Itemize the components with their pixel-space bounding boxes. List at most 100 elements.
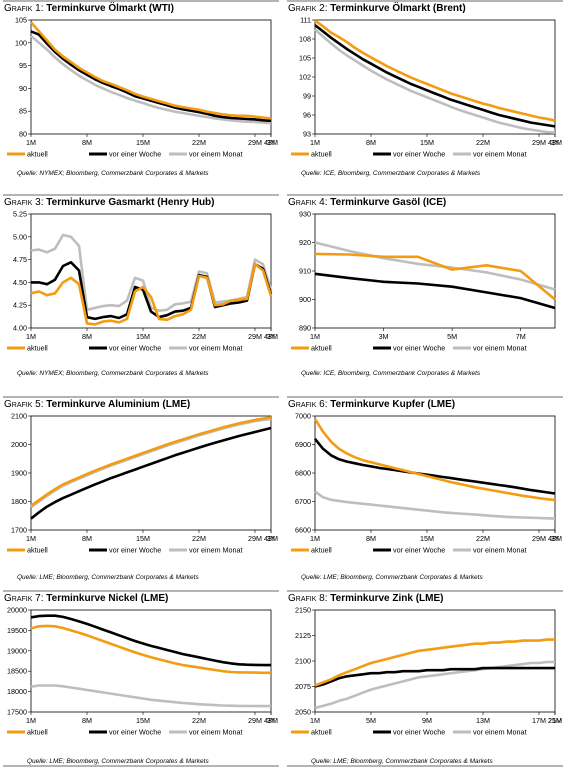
- y-tick-label: 19500: [7, 626, 27, 635]
- y-tick-label: 19000: [7, 646, 27, 655]
- legend-label-woche: vor einer Woche: [109, 728, 161, 737]
- y-tick-label: 95: [19, 61, 27, 70]
- plot-frame: [314, 415, 556, 531]
- series-line-monat: [30, 684, 271, 708]
- y-tick-label: 4.25: [13, 301, 27, 310]
- x-tick-label: 22M: [192, 716, 206, 725]
- series-line-woche: [30, 426, 272, 520]
- x-tick-label: 15M: [136, 534, 150, 543]
- x-tick-label: 43M: [264, 332, 278, 341]
- x-tick-label: 3Y: [551, 534, 560, 543]
- chart-title-4: Grafik 4: Terminkurve Gasöl (ICE): [287, 194, 563, 208]
- legend-label-aktuell: aktuell: [27, 546, 48, 555]
- x-tick-label: 15M: [136, 138, 150, 147]
- series-line-woche: [314, 24, 556, 128]
- series-line-monat: [314, 241, 556, 291]
- source-note-3: Quelle: NYMEX; Bloomberg, Commerzbank Co…: [17, 370, 209, 377]
- x-tick-label: 29M: [248, 534, 262, 543]
- series-line-woche: [313, 437, 556, 495]
- chart-title-6: Grafik 6: Terminkurve Kupfer (LME): [287, 396, 563, 410]
- legend-label-aktuell: aktuell: [27, 150, 48, 159]
- y-tick-label: 910: [299, 267, 311, 276]
- y-tick-label: 2125: [295, 631, 311, 640]
- x-tick-label: 9M: [422, 716, 432, 725]
- x-tick-label: 3Y: [267, 138, 276, 147]
- y-tick-label: 80: [19, 130, 27, 139]
- source-note-5: Quelle: LME; Bloomberg, Commerzbank Corp…: [17, 574, 199, 581]
- y-tick-label: 6600: [295, 526, 311, 535]
- x-tick-label: 1M: [310, 534, 320, 543]
- x-tick-label: 1M: [310, 138, 320, 147]
- chart-title-1: Grafik 1: Terminkurve Ölmarkt (WTI): [3, 0, 279, 14]
- x-tick-label: 29M: [532, 534, 546, 543]
- x-tick-label: 25M: [548, 716, 562, 725]
- y-tick-label: 1700: [11, 526, 27, 535]
- y-tick-label: 920: [299, 238, 311, 247]
- series-line-aktuell: [313, 418, 556, 502]
- legend-label-woche: vor einer Woche: [393, 150, 445, 159]
- x-tick-label: 15M: [136, 332, 150, 341]
- series-line-monat: [314, 28, 556, 134]
- plot-frame: [314, 19, 556, 135]
- chart-title-5: Grafik 5: Terminkurve Aluminium (LME): [3, 396, 279, 410]
- legend-label-woche: vor einer Woche: [109, 150, 161, 159]
- source-note-4: Quelle: ICE, Bloomberg, Commerzbank Corp…: [301, 370, 481, 377]
- y-tick-label: 900: [299, 295, 311, 304]
- x-tick-label: 29M: [248, 716, 262, 725]
- y-tick-label: 5.25: [13, 210, 27, 219]
- legend-label-woche: vor einer Woche: [109, 546, 161, 555]
- x-tick-label: 22M: [192, 332, 206, 341]
- chart-title-2: Grafik 2: Terminkurve Ölmarkt (Brent): [287, 0, 563, 14]
- x-tick-label: 8M: [366, 534, 376, 543]
- chart-7: 17500 18000 18500 19000 19500 20000 1M 8M 15M 22M…: [7, 606, 278, 737]
- x-tick-label: 1M: [26, 138, 36, 147]
- legend-label-monat: vor einem Monat: [189, 344, 243, 353]
- y-tick-label: 2075: [295, 682, 311, 691]
- bottom-rule-left: [3, 765, 279, 767]
- plot-frame: [30, 19, 272, 135]
- series-line-woche: [314, 666, 555, 688]
- legend-label-aktuell: aktuell: [311, 546, 332, 555]
- x-tick-label: 8M: [82, 332, 92, 341]
- x-tick-label: 1M: [310, 332, 320, 341]
- y-tick-label: 99: [303, 92, 311, 101]
- legend-label-woche: vor einer Woche: [393, 728, 445, 737]
- x-tick-label: 1M: [26, 534, 36, 543]
- chart-title-7: Grafik 7: Terminkurve Nickel (LME): [3, 590, 279, 604]
- source-note-2: Quelle: ICE, Bloomberg, Commerzbank Corp…: [301, 170, 481, 177]
- y-tick-label: 90: [19, 84, 27, 93]
- y-tick-label: 7000: [295, 412, 311, 421]
- x-tick-label: 7M: [516, 332, 526, 341]
- y-tick-label: 6700: [295, 497, 311, 506]
- y-tick-label: 100: [15, 38, 27, 47]
- y-tick-label: 1900: [11, 469, 27, 478]
- legend-label-aktuell: aktuell: [311, 344, 332, 353]
- x-tick-label: 29M: [532, 138, 546, 147]
- x-tick-label: 13M: [476, 716, 490, 725]
- x-tick-label: 43M: [548, 534, 562, 543]
- y-tick-label: 18000: [7, 687, 27, 696]
- x-tick-label: 15M: [420, 534, 434, 543]
- x-tick-label: 3M: [379, 332, 389, 341]
- legend-label-monat: vor einem Monat: [473, 728, 527, 737]
- chart-3: 4.00 4.25 4.50 4.75 5.00 5.25 1M 8M 15M 22M 29M 3Y4…: [7, 210, 278, 353]
- x-tick-label: 15M: [420, 138, 434, 147]
- legend-label-monat: vor einem Monat: [189, 546, 243, 555]
- source-note-7: Quelle: LME; Bloomberg, Commerzbank Corp…: [27, 758, 209, 765]
- series-line-aktuell: [314, 638, 555, 687]
- legend-label-woche: vor einer Woche: [109, 344, 161, 353]
- y-tick-label: 20000: [7, 606, 27, 615]
- x-tick-label: 22M: [476, 138, 490, 147]
- source-note-1: Quelle: NYMEX; Bloomberg, Commerzbank Co…: [17, 170, 209, 177]
- y-tick-label: 2100: [11, 412, 27, 421]
- legend-label-aktuell: aktuell: [27, 344, 48, 353]
- y-tick-label: 102: [299, 73, 311, 82]
- x-tick-label: 1M: [310, 716, 320, 725]
- legend-label-monat: vor einem Monat: [473, 150, 527, 159]
- y-tick-label: 93: [303, 130, 311, 139]
- x-tick-label: 1M: [26, 716, 36, 725]
- y-tick-label: 4.75: [13, 255, 27, 264]
